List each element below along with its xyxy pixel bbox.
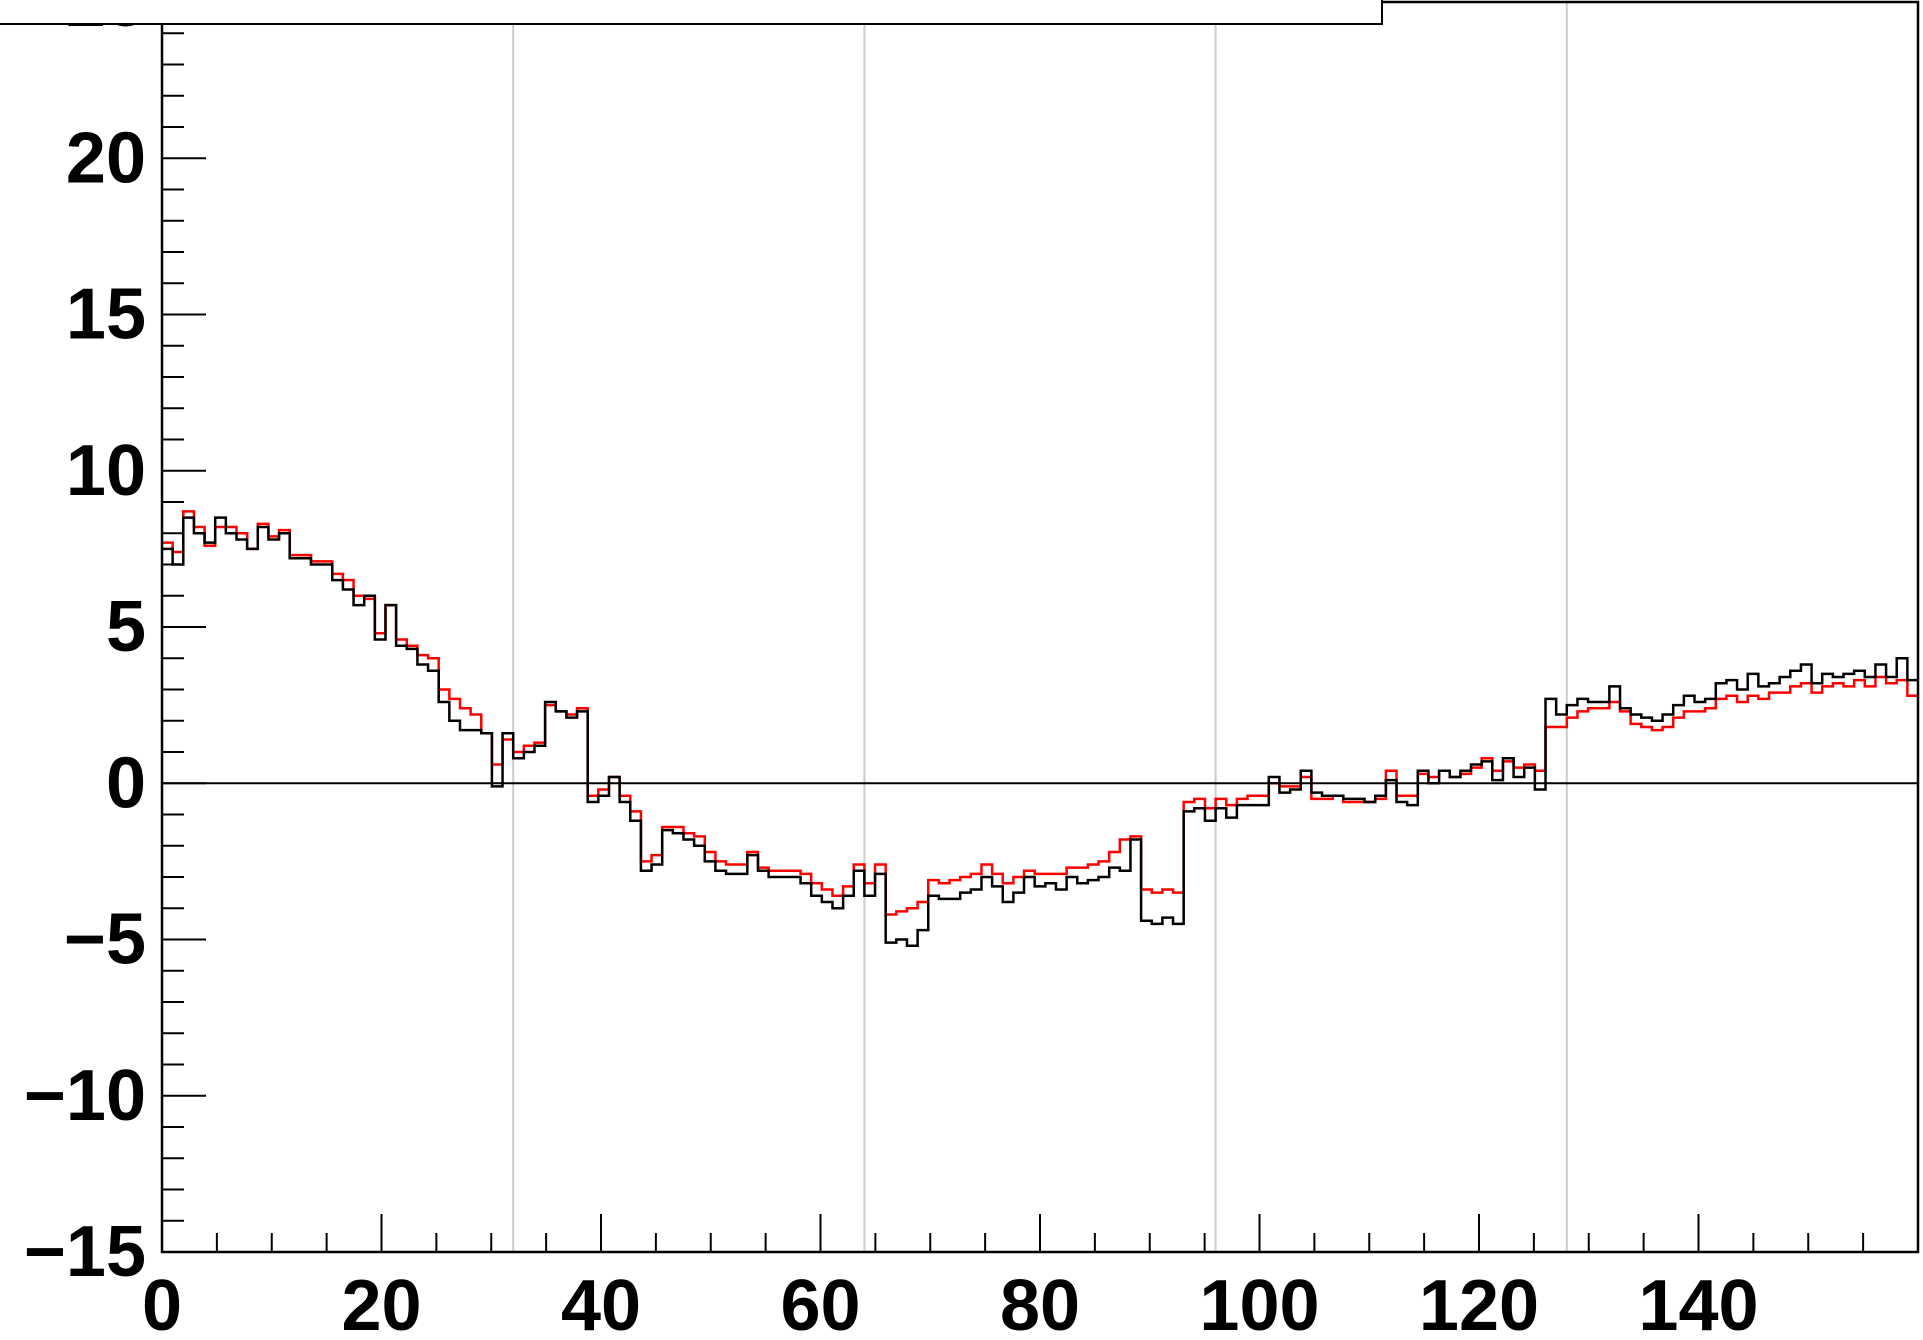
y-tick-label: 20 bbox=[66, 118, 146, 198]
legend-box bbox=[0, 0, 1383, 25]
x-tick-label: 0 bbox=[142, 1266, 182, 1340]
y-tick-label: 10 bbox=[66, 431, 146, 511]
y-tick-label: 15 bbox=[66, 275, 146, 355]
x-tick-label: 100 bbox=[1199, 1266, 1319, 1340]
y-tick-label: 5 bbox=[106, 587, 146, 667]
legend-frame bbox=[0, 0, 1383, 25]
x-tick-label: 60 bbox=[780, 1266, 860, 1340]
x-tick-label: 120 bbox=[1419, 1266, 1539, 1340]
x-tick-label: 20 bbox=[341, 1266, 421, 1340]
series-black-line bbox=[162, 516, 1918, 947]
series-red-line bbox=[162, 510, 1918, 916]
series-layer bbox=[162, 510, 1918, 947]
vertical-gridlines bbox=[512, 2, 1568, 1252]
y-tick-label: −5 bbox=[64, 900, 146, 980]
y-tick-label: 0 bbox=[106, 743, 146, 823]
y-tick-label: −15 bbox=[24, 1212, 146, 1292]
x-tick-label: 40 bbox=[561, 1266, 641, 1340]
y-tick-label: −10 bbox=[24, 1056, 146, 1136]
x-tick-label: 140 bbox=[1638, 1266, 1758, 1340]
x-tick-label: 80 bbox=[1000, 1266, 1080, 1340]
